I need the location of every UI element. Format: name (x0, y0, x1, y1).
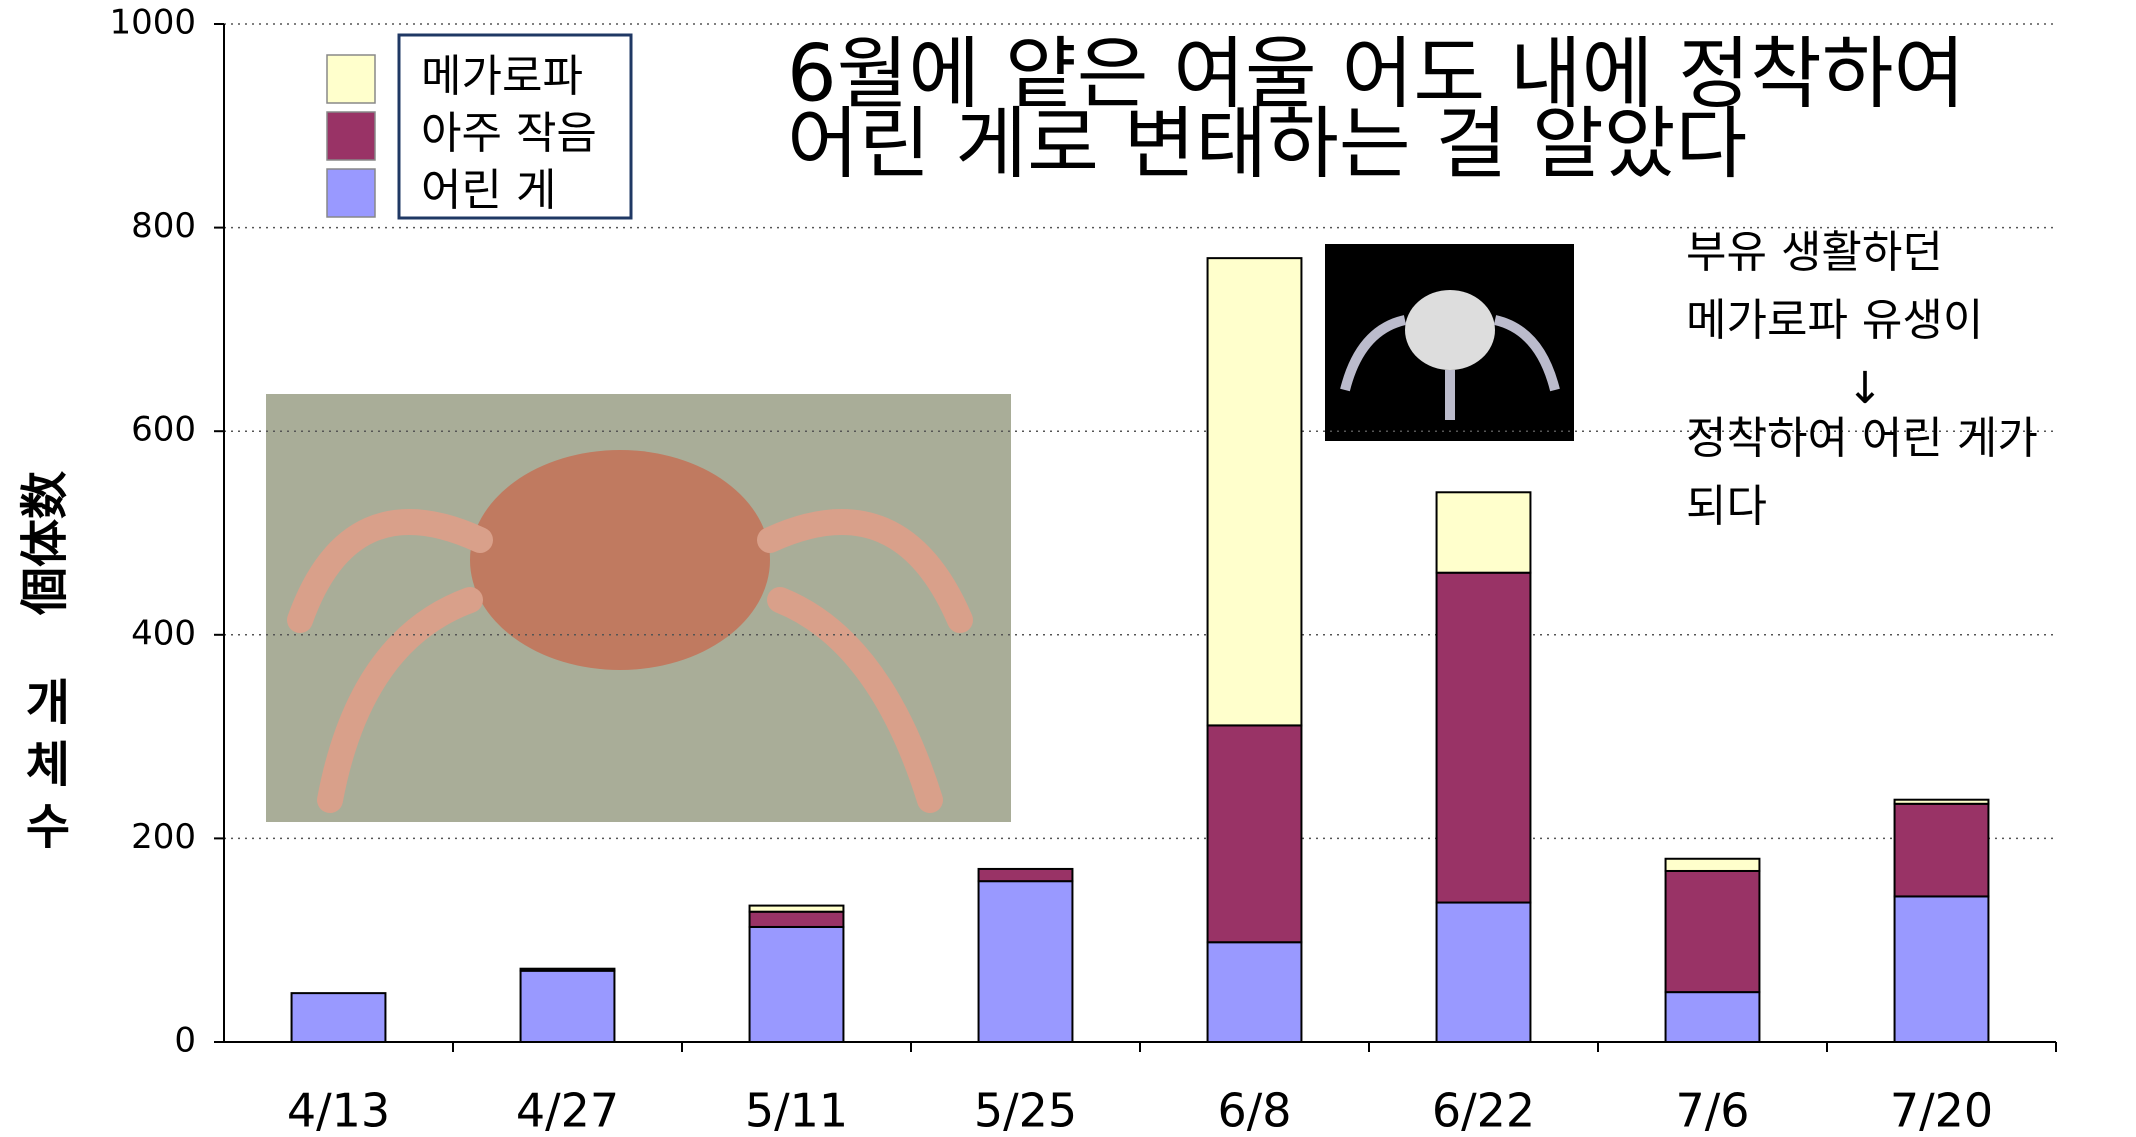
bar-segment (1893, 798, 1990, 805)
megalopa-legs (1340, 315, 1560, 420)
x-tick-label: 6/22 (1432, 1084, 1535, 1137)
bar-segment (519, 967, 616, 972)
x-tick-label: 5/11 (745, 1084, 848, 1137)
megalopa-body (1405, 290, 1495, 370)
legend-swatch (326, 54, 376, 104)
x-tick-label: 6/8 (1217, 1084, 1291, 1137)
bar-segment (1435, 491, 1532, 574)
bar-segment (977, 867, 1074, 883)
y-tick-label: 600 (131, 410, 196, 450)
bar-segment (1893, 895, 1990, 1044)
bar-segment (748, 910, 845, 928)
y-tick-label: 0 (174, 1021, 196, 1061)
bar-segment (1206, 941, 1303, 1044)
y-tick-label: 1000 (109, 3, 196, 43)
legend-label: 어린 게 (421, 165, 556, 216)
bar-segment (519, 969, 616, 1043)
bar-segment (1664, 857, 1761, 872)
crab-legs (287, 509, 973, 813)
y-axis-label-ko: 수 (26, 799, 70, 855)
bar-segment (1206, 724, 1303, 944)
bar-segment (748, 904, 845, 913)
legend-swatch (326, 111, 376, 161)
crab-body (470, 450, 770, 670)
x-tick-label: 5/25 (974, 1084, 1077, 1137)
y-axis-label-ko: 체 (26, 737, 70, 793)
x-tick-label: 4/27 (516, 1084, 619, 1137)
title-line: 6월에 얕은 여울 어도 내에 정착하여 (787, 29, 1965, 119)
legend-box (397, 33, 633, 220)
bar-segment (1893, 802, 1990, 898)
annotation: 되다 (1686, 481, 1767, 532)
bar-segment (1435, 901, 1532, 1043)
bar-segment (1206, 257, 1303, 727)
bar-segment (1664, 991, 1761, 1043)
x-tick-label: 7/6 (1675, 1084, 1749, 1137)
y-axis-label: 個体数 (17, 471, 73, 616)
annotation: ↓ (1847, 363, 1884, 414)
y-tick-label: 200 (131, 817, 196, 857)
bar-segment (1435, 571, 1532, 904)
annotation: 부유 생활하던 (1686, 227, 1943, 278)
legend-label: 아주 작음 (421, 108, 597, 159)
bar-segment (290, 992, 387, 1043)
x-tick-label: 4/13 (287, 1084, 390, 1137)
annotation: 메가로파 유생이 (1686, 295, 1983, 346)
y-tick-label: 800 (131, 206, 196, 246)
bar-segment (748, 925, 845, 1043)
bar-segment (977, 880, 1074, 1043)
x-tick-label: 7/20 (1890, 1084, 1993, 1137)
title-line: 어린 게로 변태하는 걸 알았다 (787, 99, 1747, 189)
y-axis-label-ko: 개 (26, 675, 70, 731)
legend-swatch (326, 168, 376, 218)
annotation: 정착하여 어린 게가 (1686, 413, 2038, 464)
legend-label: 메가로파 (421, 51, 583, 102)
bar-segment (1664, 869, 1761, 994)
y-tick-label: 400 (131, 613, 196, 653)
